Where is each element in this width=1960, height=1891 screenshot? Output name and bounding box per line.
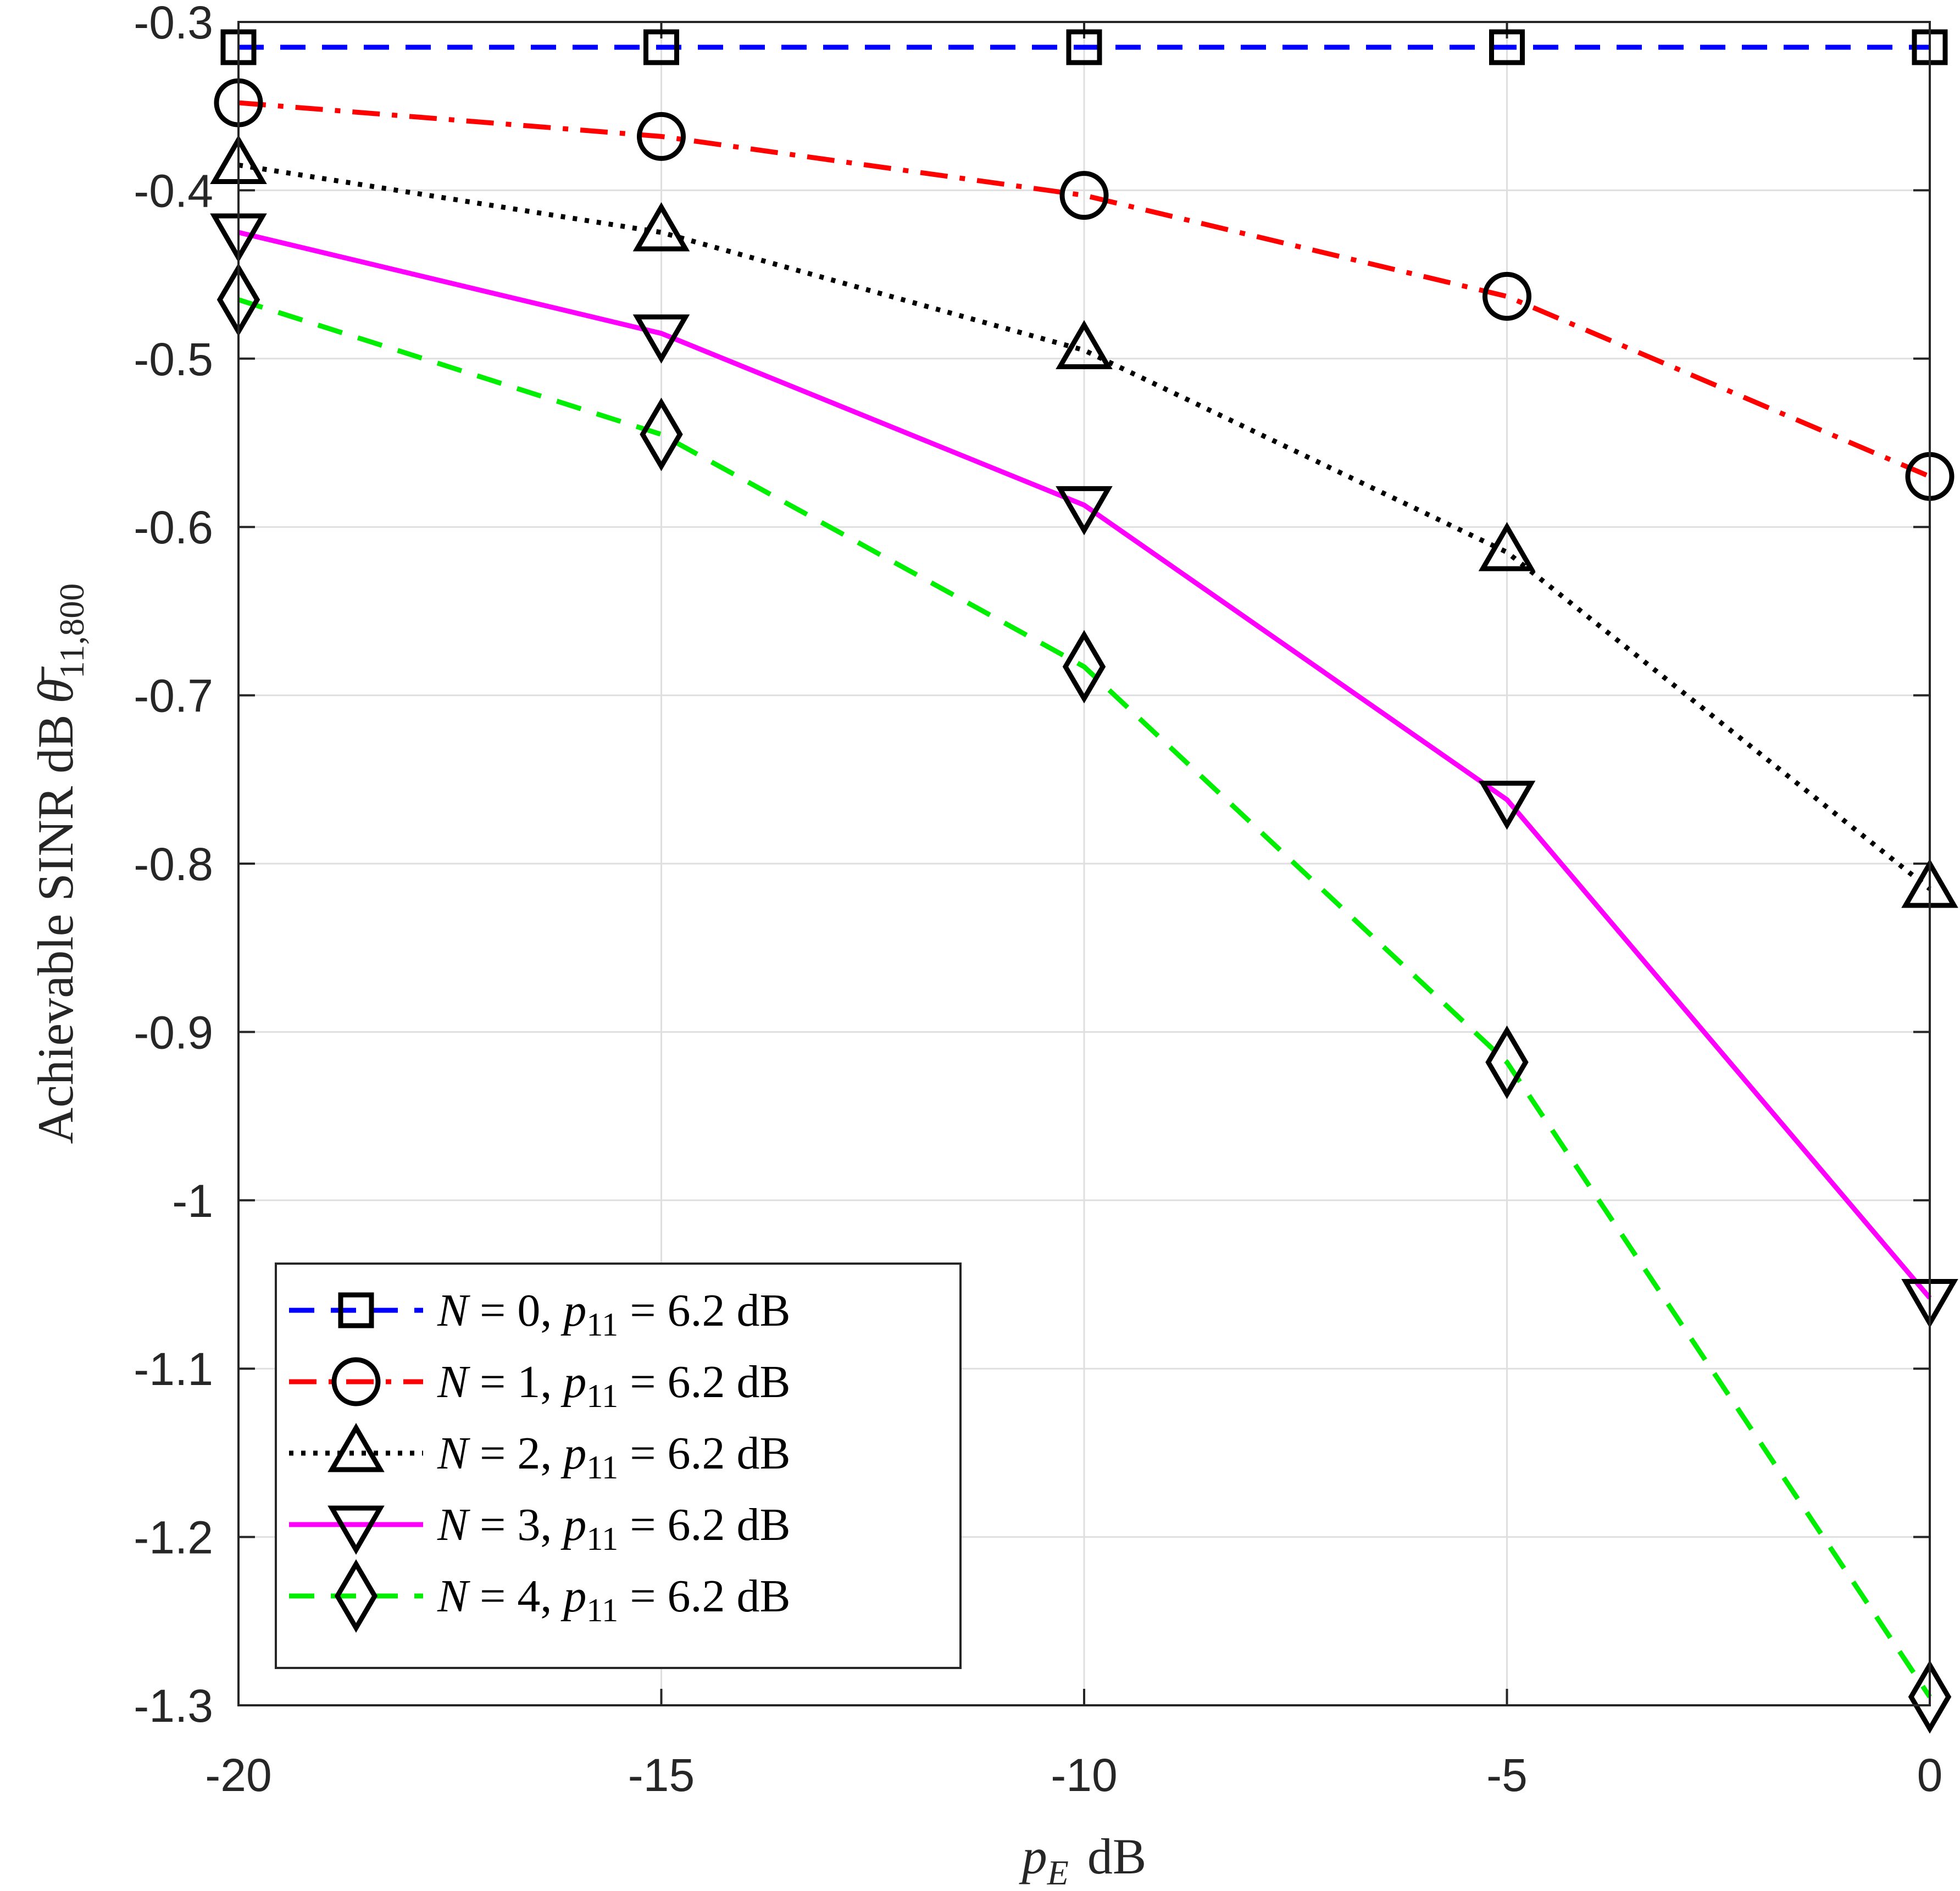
y-tick-label: -1.1 (134, 1343, 213, 1395)
legend-label-part: 11 (586, 1521, 618, 1557)
y-tick-label: -0.8 (134, 838, 213, 890)
legend-marker-diamond (334, 1559, 378, 1633)
x-tick-label: -10 (1051, 1749, 1117, 1801)
legend-label-4: N = 4, p11 = 6.2 dB (437, 1571, 791, 1628)
y-axis-sub: 11,800 (52, 583, 91, 679)
legend-label-part: 11 (586, 1449, 618, 1486)
legend-label-part: p (560, 1571, 586, 1622)
data-point-square (1489, 29, 1525, 65)
x-tick-label: -5 (1486, 1749, 1528, 1801)
legend-label-part: p (560, 1428, 586, 1479)
legend-label-part: 11 (586, 1306, 618, 1343)
legend-label-part: = 6.2 dB (618, 1356, 790, 1408)
y-tick-label: -0.6 (134, 502, 213, 553)
y-tick-label: -0.4 (134, 165, 213, 216)
x-tick-label: -15 (628, 1749, 695, 1801)
data-point-diamond (1908, 1660, 1952, 1734)
data-point-diamond (640, 397, 683, 471)
legend-label-part: = 6.2 dB (618, 1571, 790, 1622)
legend-item-1: N = 1, p11 = 6.2 dB (289, 1356, 791, 1414)
legend: N = 0, p11 = 6.2 dBN = 1, p11 = 6.2 dBN … (275, 1262, 962, 1669)
legend-label-part: = 3, (468, 1499, 563, 1550)
legend-marker-circle (331, 1357, 381, 1406)
tick-labels: -20 -15 -10 -5 0 -0.3 -0.4 -0.5 -0.6 -0.7 -0.8 -0.9… (134, 0, 1942, 1801)
data-point-square (1066, 29, 1102, 65)
series-4 (216, 263, 1952, 1734)
x-axis-sub: E (1047, 1853, 1069, 1891)
legend-marker-triangle-up (327, 1423, 385, 1472)
legend-label-part: p (560, 1499, 586, 1550)
data-point-diamond (1485, 1025, 1529, 1099)
data-point-triangle-down (1056, 486, 1113, 536)
x-axis-title: pE dB (1019, 1828, 1146, 1891)
data-point-circle (637, 112, 686, 161)
legend-label-3: N = 3, p11 = 6.2 dB (437, 1499, 791, 1557)
data-point-circle (1483, 271, 1531, 321)
y-tick-label: -0.9 (134, 1006, 213, 1058)
x-tick-label: 0 (1917, 1749, 1943, 1801)
legend-label-part: N (437, 1571, 470, 1622)
legend-item-3: N = 3, p11 = 6.2 dB (289, 1499, 791, 1557)
data-point-triangle-down (1478, 781, 1536, 830)
y-axis-prefix: Achievable SINR dB (27, 714, 84, 1144)
legend-label-part: = 6.2 dB (618, 1285, 790, 1336)
series-line-4 (237, 297, 1932, 1699)
data-point-square (643, 29, 679, 65)
legend-item-2: N = 2, p11 = 6.2 dB (289, 1423, 791, 1486)
legend-marker-square (338, 1292, 374, 1328)
legend-label-0: N = 0, p11 = 6.2 dB (437, 1285, 791, 1343)
legend-label-part: N (437, 1356, 470, 1408)
x-axis-var: p (1019, 1828, 1047, 1884)
data-point-diamond (1062, 630, 1106, 704)
y-tick-label: -0.3 (134, 0, 213, 48)
legend-label-part: = 2, (468, 1428, 563, 1479)
legend-label-part: N (437, 1428, 470, 1479)
y-tick-label: -0.5 (134, 333, 213, 385)
data-point-triangle-up (1478, 522, 1536, 571)
data-point-triangle-up (1056, 320, 1113, 369)
legend-label-part: p (560, 1356, 586, 1408)
legend-label-part: N (437, 1499, 470, 1550)
legend-item-0: N = 0, p11 = 6.2 dB (289, 1285, 791, 1343)
legend-label-part: p (560, 1285, 586, 1336)
y-tick-label: -1.3 (134, 1680, 213, 1732)
x-tick-label: -20 (205, 1749, 271, 1801)
legend-marker-triangle-down (327, 1505, 385, 1555)
legend-label-2: N = 2, p11 = 6.2 dB (437, 1428, 791, 1486)
y-tick-label: -1 (172, 1175, 213, 1227)
data-point-circle (1059, 171, 1109, 220)
legend-label-1: N = 1, p11 = 6.2 dB (437, 1356, 791, 1414)
legend-label-part: 11 (586, 1378, 618, 1414)
legend-label-part: = 6.2 dB (618, 1428, 790, 1479)
legend-label-part: = 0, (468, 1285, 563, 1336)
series-line-3 (237, 230, 1932, 1300)
y-tick-label: -0.7 (134, 670, 213, 722)
legend-box (275, 1262, 962, 1669)
legend-label-part: = 4, (468, 1571, 563, 1622)
y-axis-title: Achievable SINR dBθ̄11,800 (27, 583, 91, 1144)
x-axis-unit: dB (1087, 1828, 1146, 1884)
plot-frame (237, 21, 1931, 1706)
legend-label-part: 11 (586, 1592, 618, 1628)
legend-label-part: = 6.2 dB (618, 1499, 790, 1550)
legend-label-part: = 1, (468, 1356, 563, 1408)
data-point-triangle-down (632, 314, 690, 364)
series-line-1 (238, 100, 1931, 479)
legend-label-part: N (437, 1285, 470, 1336)
legend-item-4: N = 4, p11 = 6.2 dB (289, 1559, 791, 1633)
data-point-triangle-up (632, 202, 690, 252)
y-tick-label: -1.2 (134, 1512, 213, 1564)
